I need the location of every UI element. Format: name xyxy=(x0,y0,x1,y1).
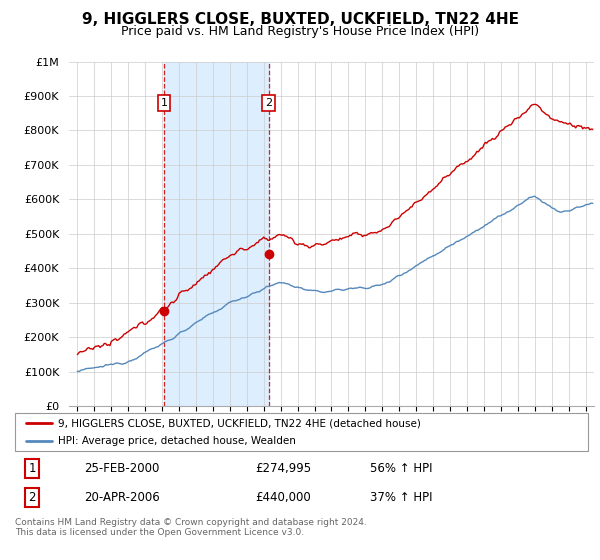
Text: 37% ↑ HPI: 37% ↑ HPI xyxy=(370,491,433,504)
Text: 9, HIGGLERS CLOSE, BUXTED, UCKFIELD, TN22 4HE (detached house): 9, HIGGLERS CLOSE, BUXTED, UCKFIELD, TN2… xyxy=(58,418,421,428)
Text: 1: 1 xyxy=(28,462,36,475)
Text: 56% ↑ HPI: 56% ↑ HPI xyxy=(370,462,433,475)
Text: 1: 1 xyxy=(161,98,167,108)
FancyBboxPatch shape xyxy=(15,413,588,451)
Text: Price paid vs. HM Land Registry's House Price Index (HPI): Price paid vs. HM Land Registry's House … xyxy=(121,25,479,38)
Bar xyxy=(164,62,269,406)
Text: HPI: Average price, detached house, Wealden: HPI: Average price, detached house, Weal… xyxy=(58,436,296,446)
Text: 2: 2 xyxy=(28,491,36,504)
Text: 20-APR-2006: 20-APR-2006 xyxy=(84,491,160,504)
Text: 25-FEB-2000: 25-FEB-2000 xyxy=(84,462,159,475)
Text: £440,000: £440,000 xyxy=(256,491,311,504)
Text: 2: 2 xyxy=(265,98,272,108)
Text: £274,995: £274,995 xyxy=(256,462,312,475)
Text: 9, HIGGLERS CLOSE, BUXTED, UCKFIELD, TN22 4HE: 9, HIGGLERS CLOSE, BUXTED, UCKFIELD, TN2… xyxy=(82,12,518,27)
Text: Contains HM Land Registry data © Crown copyright and database right 2024.
This d: Contains HM Land Registry data © Crown c… xyxy=(15,518,367,538)
